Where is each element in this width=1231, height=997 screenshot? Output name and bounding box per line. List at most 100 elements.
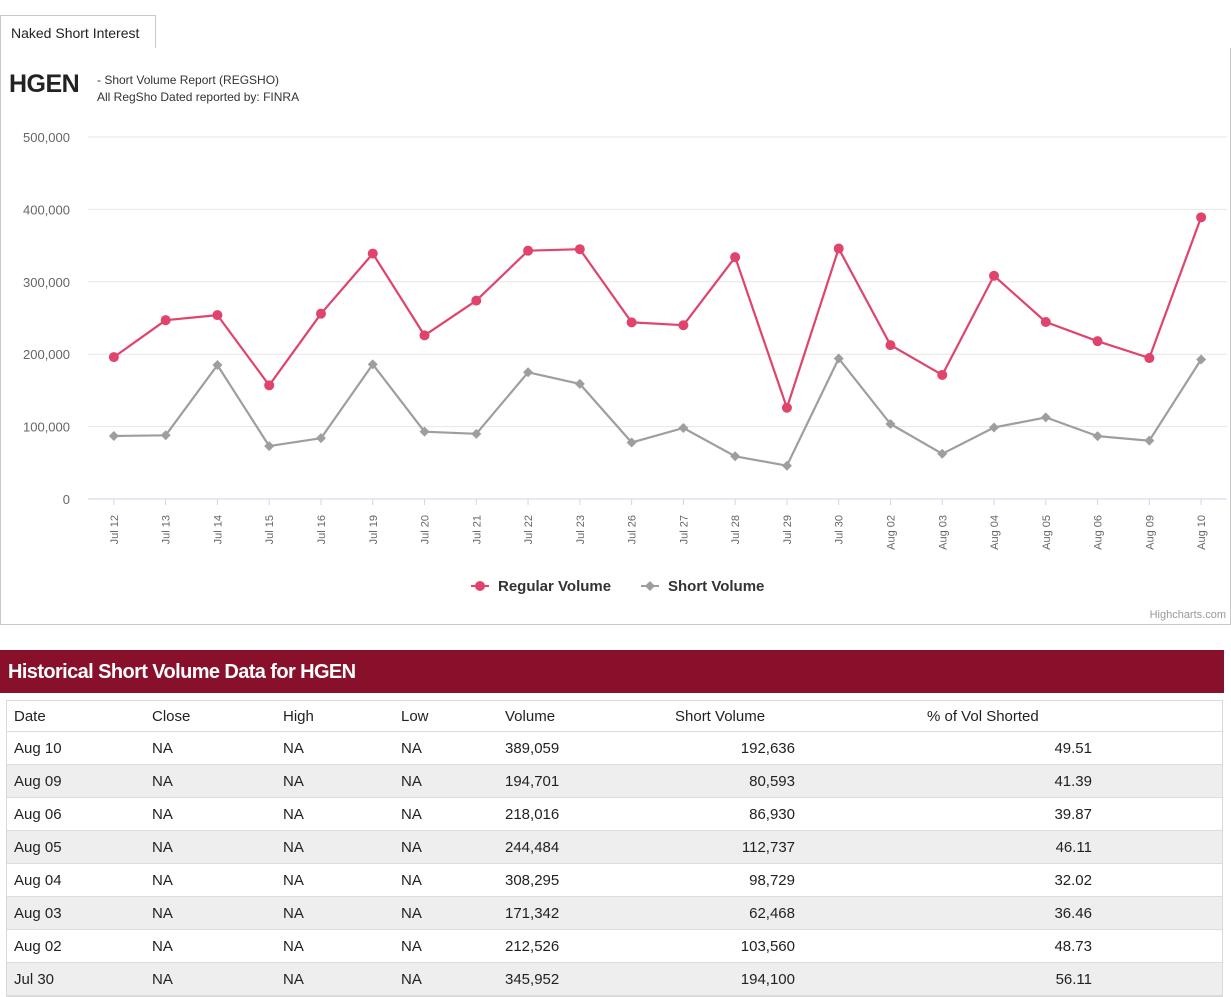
data-point[interactable]	[626, 317, 637, 328]
data-point[interactable]	[160, 430, 171, 441]
data-point[interactable]	[419, 330, 430, 341]
cell-close: NA	[152, 962, 283, 996]
table-row: Aug 05 NA NA NA 244,484 112,737 46.11	[7, 830, 1222, 864]
cell-date: Aug 03	[7, 896, 152, 930]
data-point[interactable]	[108, 352, 119, 363]
header-pct-shorted: % of Vol Shorted	[923, 701, 1222, 732]
data-point[interactable]	[160, 315, 171, 326]
cell-volume: 194,701	[505, 764, 645, 798]
data-point[interactable]	[989, 422, 1000, 433]
cell-pct-shorted: 39.87	[923, 797, 1222, 831]
cell-pct-shorted: 46.11	[923, 830, 1222, 864]
header-volume: Volume	[505, 701, 645, 732]
table-header-row: Date Close High Low Volume Short Volume …	[7, 701, 1222, 732]
cell-low: NA	[401, 764, 505, 798]
data-point[interactable]	[730, 252, 741, 263]
cell-high: NA	[283, 731, 401, 765]
data-point[interactable]	[315, 433, 326, 444]
data-point[interactable]	[781, 402, 792, 413]
highcharts-credits-link[interactable]: Highcharts.com	[1150, 609, 1226, 621]
x-tick-label: Jul 30	[834, 515, 846, 544]
cell-pct-shorted: 48.73	[923, 929, 1222, 963]
data-point[interactable]	[1196, 212, 1207, 223]
cell-short-volume: 112,737	[645, 830, 923, 864]
data-point[interactable]	[471, 295, 482, 306]
data-point[interactable]	[108, 431, 119, 442]
data-point[interactable]	[730, 451, 741, 462]
series-line	[113, 216, 1203, 409]
x-tick-label: Jul 28	[730, 515, 742, 544]
x-tick-label: Jul 29	[782, 515, 794, 544]
cell-volume: 244,484	[505, 830, 645, 864]
header-low: Low	[401, 701, 505, 732]
y-tick-label: 300,000	[23, 275, 70, 290]
legend-item-regular-volume[interactable]: Regular Volume	[471, 578, 611, 595]
cell-date: Aug 06	[7, 797, 152, 831]
data-point[interactable]	[264, 380, 275, 391]
cell-high: NA	[283, 962, 401, 996]
data-point[interactable]	[471, 428, 482, 439]
data-point[interactable]	[1040, 412, 1051, 423]
x-tick-label: Aug 05	[1041, 515, 1053, 550]
ticker-symbol: HGEN	[9, 70, 80, 98]
data-point[interactable]	[626, 437, 637, 448]
data-point[interactable]	[1144, 435, 1155, 446]
cell-low: NA	[401, 929, 505, 963]
data-point[interactable]	[523, 367, 534, 378]
chart-series	[108, 212, 1207, 471]
x-tick-label: Jul 23	[575, 515, 587, 544]
data-point[interactable]	[367, 248, 378, 259]
x-tick-label: Aug 04	[989, 515, 1001, 550]
data-point[interactable]	[1144, 353, 1155, 364]
cell-date: Aug 02	[7, 929, 152, 963]
data-point[interactable]	[885, 419, 896, 430]
x-tick-label: Jul 19	[368, 515, 380, 544]
chart-x-axis: Jul 12 Jul 13 Jul 14 Jul 15 Jul 16 Jul 19 Jul …	[109, 499, 1208, 550]
data-point[interactable]	[367, 359, 378, 370]
cell-short-volume: 192,636	[645, 731, 923, 765]
cell-volume: 345,952	[505, 962, 645, 996]
data-point[interactable]	[574, 244, 585, 255]
table-row: Aug 04 NA NA NA 308,295 98,729 32.02	[7, 863, 1222, 897]
data-point[interactable]	[781, 460, 792, 471]
data-point[interactable]	[212, 310, 223, 321]
data-point[interactable]	[212, 360, 223, 371]
series-regular-volume[interactable]	[108, 212, 1207, 413]
x-tick-label: Jul 12	[109, 515, 121, 544]
data-point[interactable]	[264, 441, 275, 452]
data-point[interactable]	[678, 320, 689, 331]
series-short-volume[interactable]	[108, 353, 1207, 471]
data-point[interactable]	[885, 340, 896, 351]
cell-short-volume: 194,100	[645, 962, 923, 996]
data-point[interactable]	[937, 448, 948, 459]
cell-high: NA	[283, 830, 401, 864]
data-point[interactable]	[833, 353, 844, 364]
y-tick-label: 200,000	[23, 347, 70, 362]
data-point[interactable]	[678, 423, 689, 434]
legend-label: Regular Volume	[498, 578, 611, 595]
cell-date: Aug 04	[7, 863, 152, 897]
tab-naked-short-interest[interactable]: Naked Short Interest	[0, 15, 156, 48]
data-point[interactable]	[1092, 431, 1103, 442]
legend-marker	[475, 581, 485, 591]
data-point[interactable]	[1040, 316, 1051, 327]
chart-legend[interactable]: Regular Volume Short Volume	[471, 578, 764, 595]
data-point[interactable]	[1196, 354, 1207, 365]
table-row: Aug 09 NA NA NA 194,701 80,593 41.39	[7, 764, 1222, 798]
data-point[interactable]	[315, 308, 326, 319]
table-title: Historical Short Volume Data for HGEN	[0, 650, 1224, 693]
data-point[interactable]	[419, 426, 430, 437]
short-volume-chart: 0 100,000 200,000 300,000 400,000 500,000 Jul…	[23, 130, 1227, 621]
data-point[interactable]	[989, 270, 1000, 281]
report-title: - Short Volume Report (REGSHO)	[97, 73, 280, 87]
data-point[interactable]	[523, 245, 534, 256]
cell-pct-shorted: 41.39	[923, 764, 1222, 798]
short-volume-table: Date Close High Low Volume Short Volume …	[6, 700, 1223, 997]
data-point[interactable]	[1092, 336, 1103, 347]
data-point[interactable]	[937, 369, 948, 380]
legend-item-short-volume[interactable]: Short Volume	[641, 578, 764, 595]
data-point[interactable]	[574, 378, 585, 389]
cell-low: NA	[401, 896, 505, 930]
data-point[interactable]	[833, 243, 844, 254]
cell-volume: 308,295	[505, 863, 645, 897]
